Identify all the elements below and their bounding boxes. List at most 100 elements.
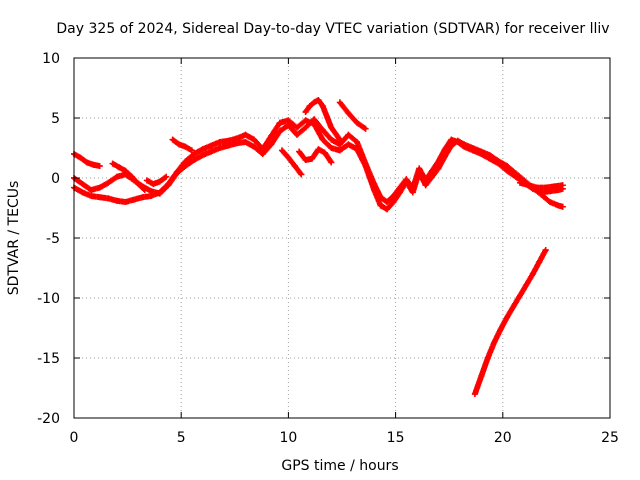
data-point (182, 163, 189, 169)
data-point (377, 194, 384, 201)
data-point (259, 151, 266, 157)
data-point (362, 125, 369, 132)
data-point (390, 199, 397, 205)
data-point (302, 124, 309, 131)
data-point (169, 136, 176, 143)
data-point (529, 271, 536, 277)
data-point (131, 196, 138, 203)
data-point (163, 173, 170, 180)
data-point (416, 165, 423, 172)
data-point (469, 147, 476, 154)
data-point (216, 139, 223, 145)
data-point (156, 190, 163, 197)
data-point (268, 141, 275, 148)
data-point (113, 197, 120, 204)
data-point (536, 259, 543, 265)
series-track-l (471, 247, 549, 397)
data-point (291, 163, 298, 169)
data-point (233, 140, 240, 147)
data-point (504, 314, 511, 321)
x-tick-label: 10 (279, 430, 297, 446)
data-point (109, 160, 116, 167)
chart-title: Day 325 of 2024, Sidereal Day-to-day VTE… (56, 21, 609, 37)
data-point (525, 182, 532, 189)
data-layer (71, 97, 566, 397)
data-point (242, 139, 249, 145)
data-point (90, 161, 97, 168)
data-point (276, 128, 283, 135)
data-point (471, 391, 478, 397)
data-point (409, 185, 416, 192)
data-point (461, 143, 468, 150)
data-point (150, 181, 157, 187)
data-point (516, 292, 523, 299)
data-point (208, 148, 215, 155)
grid-layer (74, 58, 610, 418)
series-track-d (109, 160, 148, 193)
data-point (484, 355, 491, 361)
x-tick-label: 5 (177, 430, 186, 446)
y-tick-label: -15 (37, 351, 60, 367)
data-point (319, 103, 326, 109)
data-point (302, 157, 309, 163)
data-point (116, 164, 123, 171)
data-point (182, 143, 189, 150)
data-point (510, 303, 517, 310)
data-point (362, 160, 369, 167)
data-point (384, 199, 391, 205)
data-point (79, 181, 86, 187)
data-point (429, 167, 436, 174)
data-point (319, 127, 326, 133)
data-point (328, 136, 335, 143)
data-point (285, 154, 292, 161)
data-point (302, 109, 309, 115)
data-point (354, 119, 361, 126)
series-track-a (71, 117, 566, 213)
data-point (448, 136, 455, 143)
data-point (188, 147, 195, 154)
data-point (354, 139, 361, 145)
data-point (96, 194, 103, 201)
data-point (323, 113, 330, 120)
data-point (345, 131, 352, 138)
series-track-g (302, 97, 343, 143)
data-point (422, 177, 429, 184)
data-point (165, 182, 172, 189)
data-point (251, 143, 258, 150)
data-point (268, 133, 275, 139)
data-point (559, 182, 566, 189)
data-point (199, 152, 206, 159)
x-tick-label: 0 (70, 430, 79, 446)
data-point (319, 136, 326, 143)
data-point (276, 119, 283, 126)
data-point (148, 188, 155, 195)
data-point (302, 117, 309, 124)
series-track-h (296, 146, 335, 166)
data-point (486, 155, 493, 162)
data-point (542, 247, 549, 253)
data-point (285, 122, 292, 129)
x-tick-label: 20 (494, 430, 512, 446)
data-point (88, 187, 95, 193)
x-tick-label: 15 (387, 430, 405, 446)
data-point (328, 145, 335, 151)
series-track-c (71, 151, 103, 169)
data-point (122, 199, 129, 205)
y-tick-label: -5 (46, 231, 60, 247)
data-point (173, 170, 180, 177)
data-markers-track-a (71, 117, 566, 213)
data-point (321, 149, 328, 156)
data-point (77, 154, 84, 161)
data-point (308, 155, 315, 162)
data-point (478, 151, 485, 157)
x-tick-label: 25 (601, 430, 619, 446)
data-point (251, 136, 258, 143)
data-point (328, 159, 335, 166)
data-point (141, 187, 148, 193)
y-tick-label: 0 (51, 171, 60, 187)
data-point (390, 193, 397, 199)
data-point (278, 147, 285, 154)
data-point (208, 142, 215, 149)
data-point (315, 146, 322, 153)
